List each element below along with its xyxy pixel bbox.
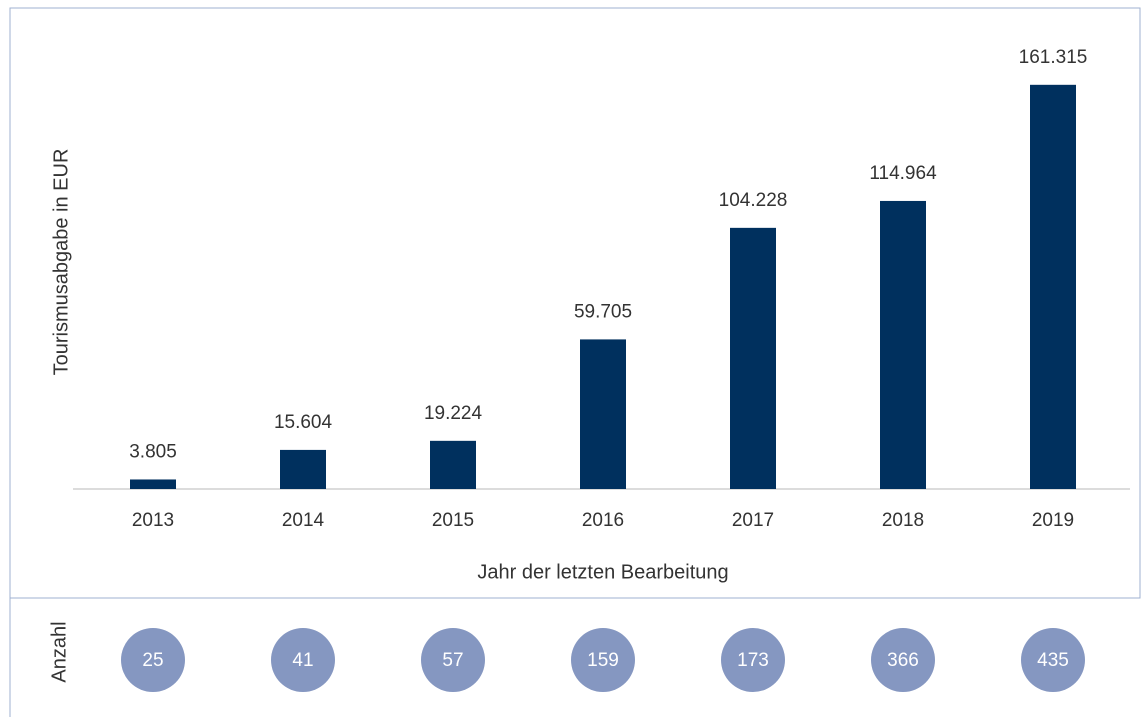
x-axis-label: Jahr der letzten Bearbeitung <box>477 561 728 583</box>
count-circle <box>421 628 485 692</box>
value-label: 59.705 <box>574 301 632 322</box>
count-value: 25 <box>142 650 163 671</box>
bar <box>130 479 176 489</box>
count-circle <box>721 628 785 692</box>
count-value: 435 <box>1037 650 1069 671</box>
count-circle <box>121 628 185 692</box>
x-tick-label: 2017 <box>732 510 774 531</box>
count-value: 57 <box>442 650 463 671</box>
count-label: Anzahl <box>48 621 70 682</box>
x-tick-label: 2014 <box>282 510 325 531</box>
value-label: 114.964 <box>869 163 937 184</box>
count-value: 41 <box>292 650 313 671</box>
bar <box>880 200 926 490</box>
x-tick-label: 2016 <box>582 510 624 531</box>
count-circle <box>571 628 635 692</box>
count-value: 173 <box>737 650 769 671</box>
bar <box>430 440 476 489</box>
x-tick-label: 2015 <box>432 510 474 531</box>
count-value: 159 <box>587 650 619 671</box>
count-circle <box>1021 628 1085 692</box>
bar <box>580 339 626 489</box>
value-label: 3.805 <box>129 441 177 462</box>
bar <box>730 227 776 489</box>
count-value: 366 <box>887 650 919 671</box>
value-label: 19.224 <box>424 403 483 424</box>
x-tick-label: 2019 <box>1032 510 1074 531</box>
count-circle <box>271 628 335 692</box>
value-label: 161.315 <box>1019 47 1088 68</box>
y-axis-label: Tourismusabgabe in EUR <box>50 149 72 376</box>
value-label: 15.604 <box>274 412 333 433</box>
frame <box>9 7 1141 599</box>
count-circle <box>871 628 935 692</box>
value-label: 104.228 <box>719 190 788 211</box>
bar <box>280 449 326 489</box>
bar <box>1030 84 1076 489</box>
x-tick-label: 2013 <box>132 510 174 531</box>
x-tick-label: 2018 <box>882 510 924 531</box>
